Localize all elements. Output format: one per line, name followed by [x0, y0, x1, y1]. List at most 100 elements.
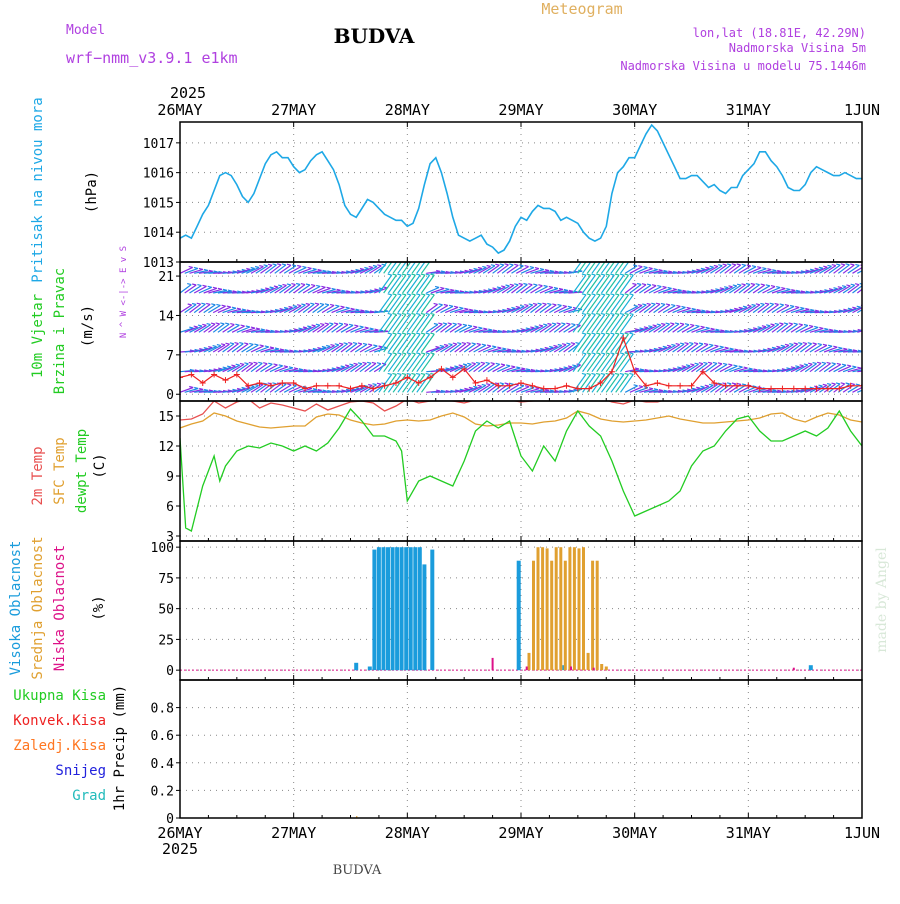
wind-barb-head	[259, 265, 264, 268]
wind-barb-head	[638, 385, 643, 388]
wind-barb-head	[854, 283, 860, 286]
wind-barb	[430, 345, 445, 353]
wind-barb	[620, 294, 634, 313]
wind-barb	[265, 364, 278, 373]
wind-barb-head	[786, 288, 791, 291]
wind-barb-head	[411, 372, 416, 375]
wind-barb	[364, 362, 377, 373]
wind-barb-head	[438, 322, 443, 325]
y-tick-label: 0.2	[151, 784, 174, 799]
wind-barb-head	[315, 323, 321, 326]
wind-barb-head	[464, 387, 469, 390]
wind-barb-head	[208, 346, 213, 349]
wind-barb	[506, 264, 519, 274]
wind-barb	[293, 304, 306, 314]
wind-barb-head	[387, 273, 392, 276]
wind-barb-head	[371, 361, 377, 364]
wind-barb-head	[222, 288, 228, 291]
wind-barb-head	[705, 266, 710, 269]
wind-barb	[387, 314, 402, 333]
wind-barb	[837, 285, 851, 294]
wind-barb	[535, 347, 549, 353]
wind-barb	[814, 266, 828, 274]
wind-barb	[653, 270, 668, 274]
wind-barb-head	[852, 306, 857, 309]
wind-barb-head	[684, 342, 689, 345]
wind-barb-head	[490, 362, 495, 365]
wind-barb-head	[509, 263, 514, 266]
wind-barb-head	[757, 266, 762, 269]
wind-barb	[516, 369, 531, 373]
wind-barb-head	[835, 382, 841, 385]
wind-barb-head	[357, 362, 363, 365]
y-tick-label: 1013	[143, 256, 174, 271]
wind-barb-head	[651, 302, 656, 305]
wind-barb-head	[624, 273, 629, 276]
wind-barb-head	[745, 282, 751, 286]
wind-barb-head	[677, 366, 682, 369]
wind-barb	[302, 389, 318, 393]
wind-barb-head	[696, 268, 701, 271]
date-label-top: 27MAY	[271, 101, 316, 119]
wind-barb-head	[708, 383, 714, 386]
wind-barb-head	[466, 342, 471, 345]
wind-barb	[468, 362, 481, 373]
wind-speed-marker	[813, 385, 820, 392]
wind-barb	[610, 314, 625, 333]
wind-barb	[336, 307, 350, 314]
wind-barb-head	[317, 347, 322, 350]
wind-barb-head	[392, 273, 397, 276]
wind-barb-head	[505, 364, 511, 367]
wind-barb-head	[425, 372, 430, 375]
wind-barb-head	[273, 285, 279, 288]
wind-speed-marker	[745, 382, 752, 389]
wind-barb-head	[866, 386, 870, 387]
wind-barb-head	[850, 283, 855, 286]
y-tick-label: 14	[158, 309, 174, 324]
wind-barb-head	[821, 361, 826, 364]
wind-barb-head	[581, 372, 587, 375]
wind-barb	[719, 364, 733, 373]
wind-barb	[743, 328, 758, 333]
wind-speed-marker	[279, 379, 286, 386]
panel-2	[176, 401, 863, 541]
wind-barb-head	[761, 325, 767, 328]
wind-barb-head	[791, 289, 796, 292]
wind-barb	[620, 262, 630, 274]
wind-barb	[643, 389, 659, 393]
wind-barb-head	[838, 346, 843, 349]
wind-barb-head	[481, 383, 486, 386]
wind-barb-head	[703, 361, 708, 364]
wind-barb-head	[720, 329, 725, 332]
wind-barb	[681, 364, 695, 373]
wind-barb-head	[779, 303, 784, 306]
wind-speed-marker	[540, 385, 547, 392]
wind-barb	[553, 323, 566, 333]
wind-barb	[771, 288, 786, 294]
wind-barb-head	[235, 363, 240, 366]
wind-speed-marker	[347, 385, 354, 392]
wind-barb-head	[671, 343, 676, 346]
wind-barb	[246, 384, 259, 393]
wind-barb-head	[286, 263, 292, 266]
wind-barb	[397, 353, 412, 373]
wind-barb	[468, 385, 482, 393]
wind-barb	[231, 325, 245, 333]
wind-barb-head	[814, 309, 820, 312]
mid-cloud-bar	[527, 652, 531, 671]
wind-barb-head	[225, 322, 230, 325]
wind-barb	[610, 294, 625, 313]
wind-barb-head	[562, 304, 567, 307]
wind-barb	[487, 264, 500, 274]
wind-barb	[312, 303, 325, 314]
wind-barb-head	[188, 265, 193, 268]
wind-barb-head	[559, 270, 564, 273]
wind-barb	[568, 324, 581, 333]
wind-barb	[653, 286, 667, 294]
wind-barb-head	[675, 343, 680, 346]
wind-barb	[331, 323, 344, 333]
wind-barb-head	[595, 372, 601, 375]
wind-barb-head	[430, 332, 435, 335]
wind-barb-head	[528, 303, 533, 306]
wind-barb	[189, 325, 203, 333]
